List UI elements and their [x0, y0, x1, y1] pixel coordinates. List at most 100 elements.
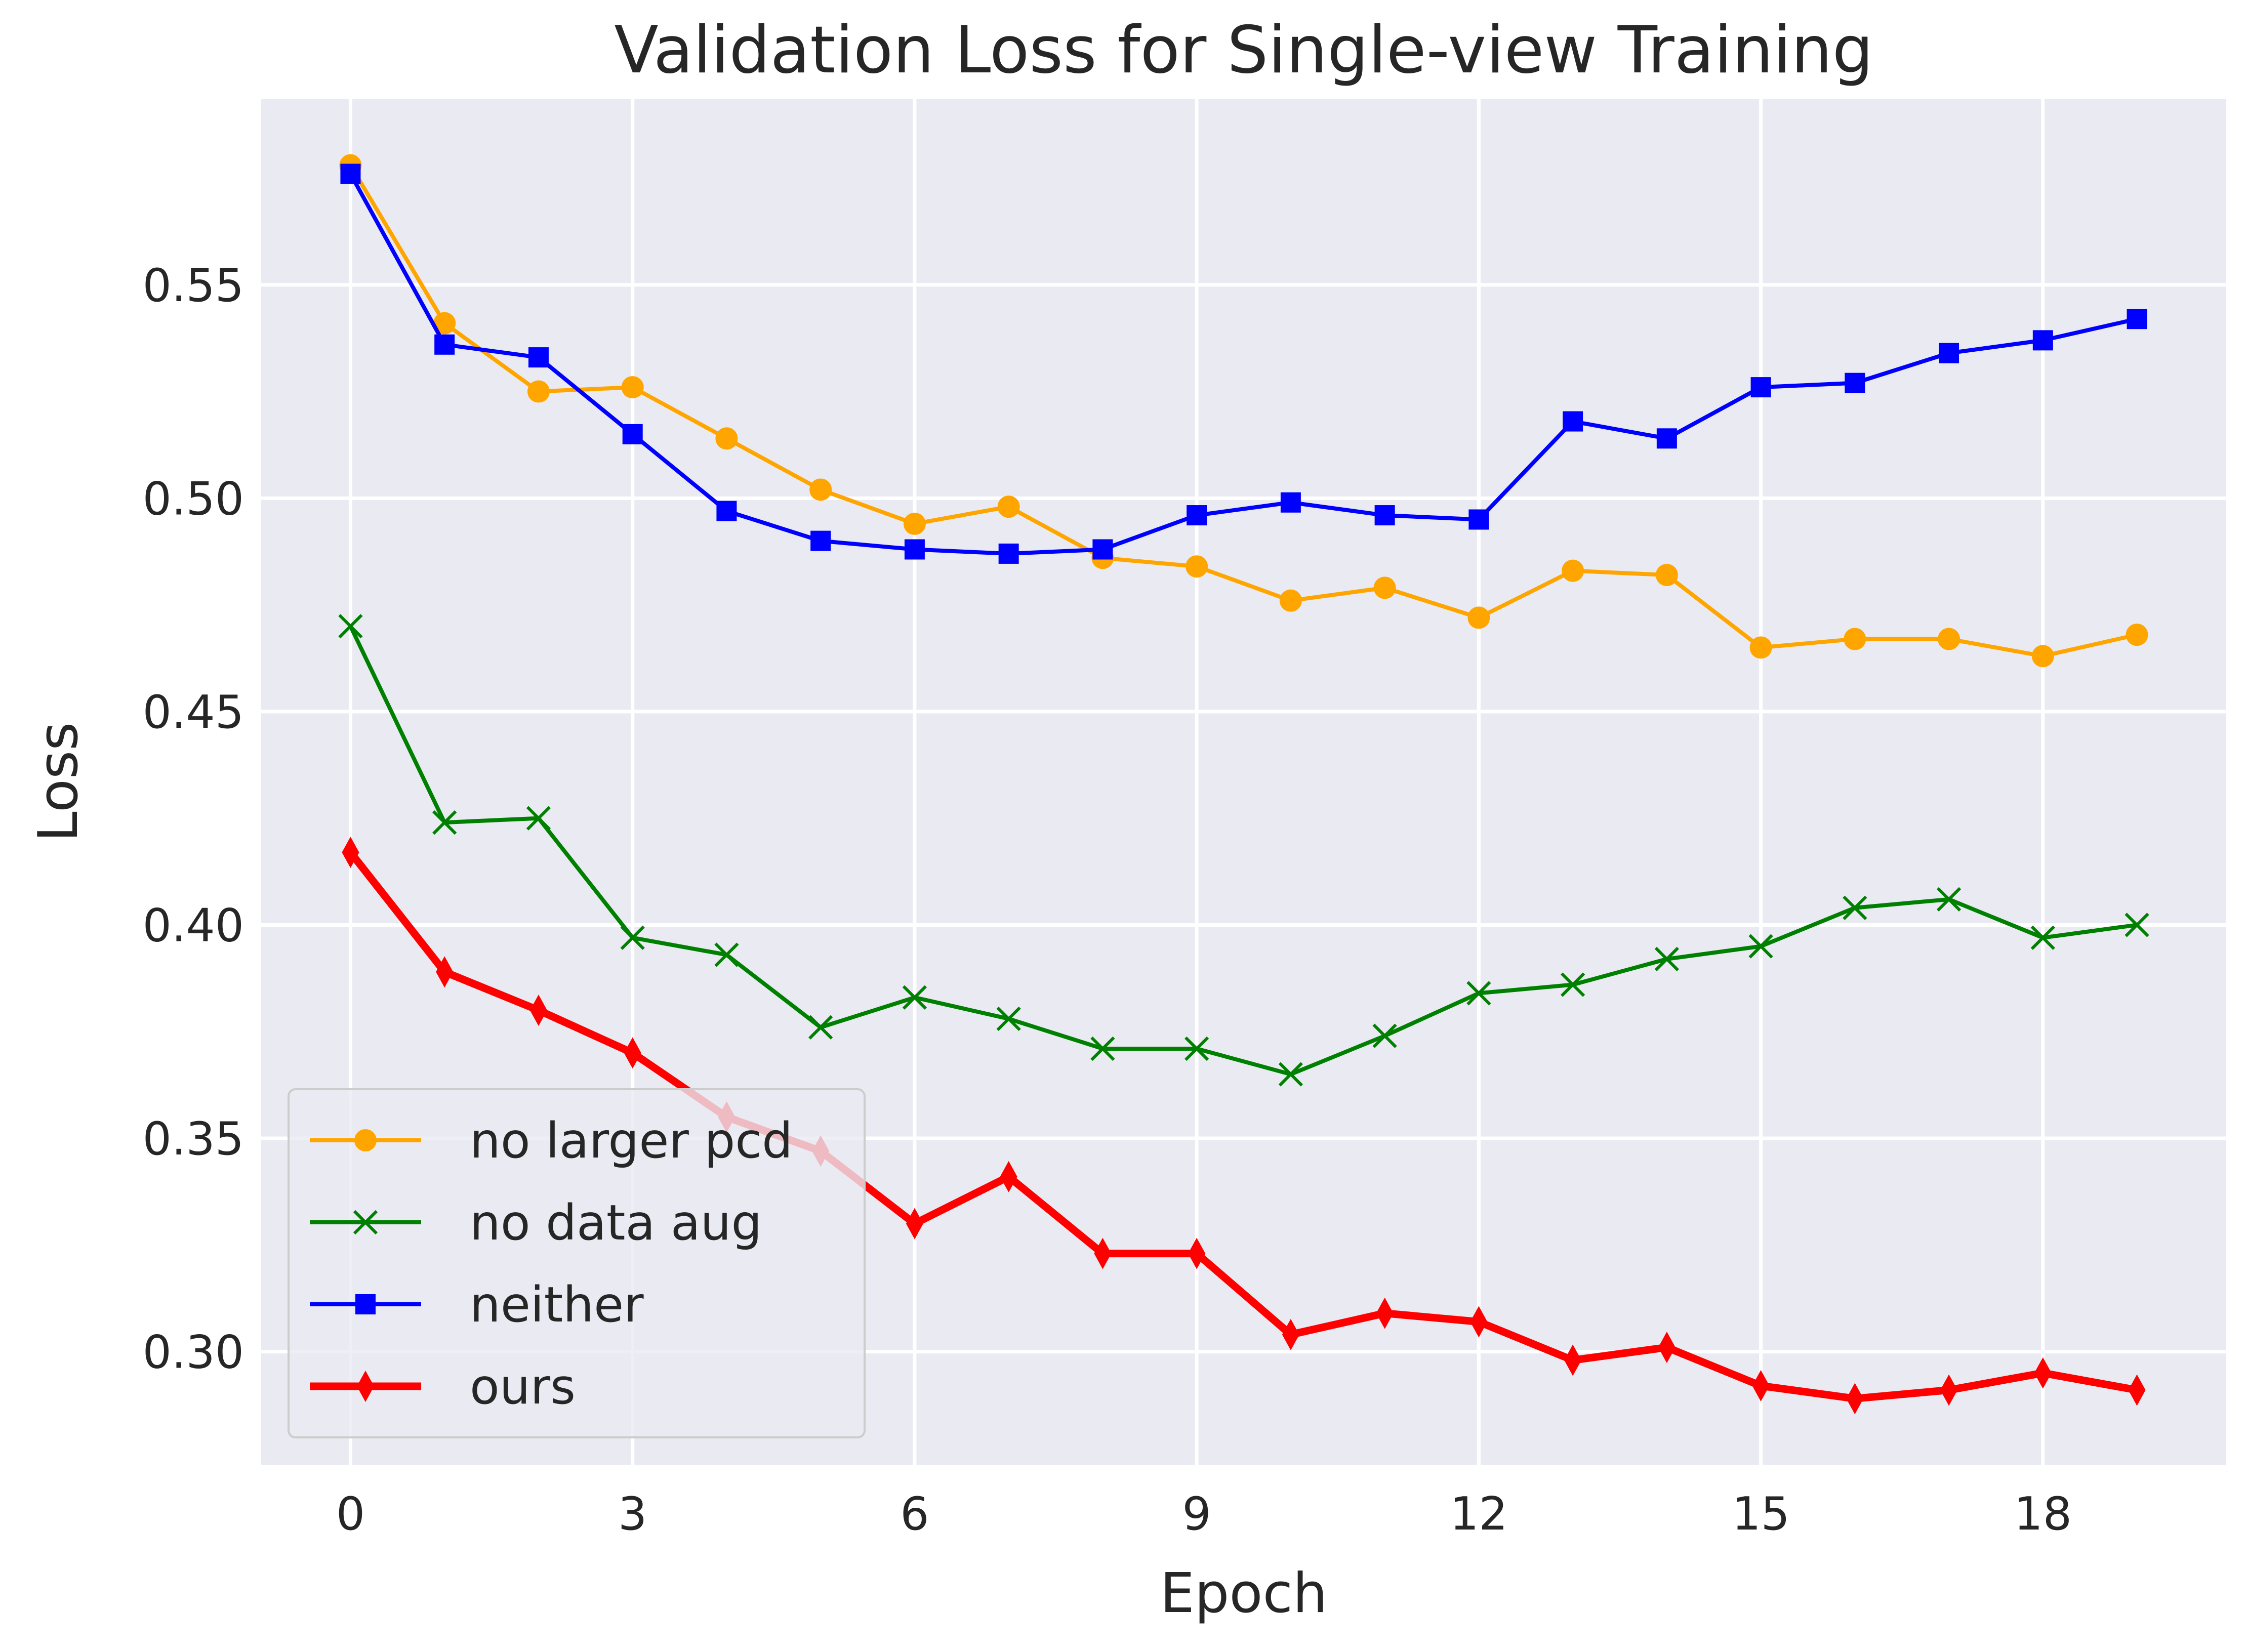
legend-item: no data aug — [310, 1194, 762, 1251]
x-tick-labels: 0 3 6 9 12 15 18 — [336, 1488, 2072, 1541]
data-point — [716, 501, 737, 521]
data-point — [2128, 1374, 2146, 1406]
data-point — [527, 380, 550, 403]
data-point — [1279, 589, 1302, 612]
data-point — [715, 427, 738, 450]
y-tick-label: 0.55 — [143, 259, 244, 312]
legend-swatch-marker — [353, 1210, 378, 1235]
legend-swatch-marker — [355, 1294, 376, 1314]
data-point — [810, 530, 831, 551]
legend: no larger pcd no data aug neither ours — [288, 1088, 866, 1438]
x-tick-label: 0 — [336, 1488, 365, 1541]
data-point — [529, 995, 547, 1026]
data-point — [1658, 1332, 1676, 1364]
data-point — [1470, 1306, 1488, 1338]
data-point — [436, 956, 454, 988]
x-tick-label: 6 — [900, 1488, 929, 1541]
x-tick-label: 3 — [618, 1488, 647, 1541]
y-tick-label: 0.45 — [143, 686, 244, 739]
data-point — [2125, 913, 2149, 937]
data-point — [1750, 377, 1771, 398]
y-tick-label: 0.50 — [143, 472, 244, 525]
data-point — [433, 312, 456, 335]
x-tick-label: 15 — [1732, 1488, 1790, 1541]
legend-item: ours — [310, 1358, 576, 1415]
legend-swatch-marker — [357, 1371, 374, 1402]
data-point — [1467, 606, 1490, 629]
series-no-data-aug — [338, 614, 2149, 1087]
data-point — [624, 1037, 641, 1069]
data-point — [1936, 887, 1962, 912]
data-point — [1749, 636, 1772, 659]
data-point — [1094, 1237, 1112, 1269]
legend-swatch-marker — [354, 1129, 377, 1151]
data-point — [2031, 645, 2054, 668]
data-point — [1468, 509, 1489, 530]
data-point — [1188, 1237, 1206, 1269]
legend-item: no larger pcd — [310, 1112, 793, 1169]
data-point — [1376, 1297, 1394, 1329]
data-point — [620, 925, 645, 950]
data-point — [1374, 505, 1395, 526]
data-point — [1656, 428, 1677, 449]
data-point — [1654, 946, 1679, 972]
data-point — [1373, 576, 1396, 599]
data-point — [1564, 1344, 1582, 1376]
data-point — [1748, 934, 1773, 959]
data-point — [1466, 981, 1491, 1006]
data-point — [903, 512, 926, 535]
data-point — [906, 1208, 923, 1240]
x-axis-label: Epoch — [1160, 1562, 1328, 1625]
data-point — [1000, 1161, 1017, 1192]
data-point — [2034, 1357, 2052, 1389]
data-point — [1185, 1036, 1209, 1061]
data-point — [1092, 539, 1113, 560]
data-point — [1090, 1036, 1115, 1061]
legend-label: no larger pcd — [470, 1112, 793, 1169]
data-point — [1186, 555, 1208, 578]
data-point — [1939, 343, 1959, 363]
data-point — [996, 1006, 1021, 1031]
data-point — [342, 837, 359, 869]
data-point — [1280, 492, 1301, 513]
data-point — [997, 495, 1020, 518]
data-point — [2126, 624, 2148, 646]
legend-label: no data aug — [470, 1194, 762, 1251]
series-line — [348, 163, 2139, 658]
legend-label: neither — [470, 1276, 644, 1333]
data-point — [1655, 564, 1678, 587]
data-point — [904, 539, 925, 560]
data-point — [340, 163, 361, 184]
data-point — [1563, 411, 1583, 432]
data-point — [2030, 925, 2055, 950]
data-point — [1372, 1023, 1397, 1048]
x-tick-label: 12 — [1450, 1488, 1508, 1541]
y-tick-label: 0.35 — [143, 1112, 244, 1166]
series-layer — [338, 154, 2149, 1415]
series-no-larger-pcd — [339, 154, 2148, 668]
data-point — [714, 942, 739, 967]
data-point — [1278, 1062, 1303, 1087]
data-point — [526, 806, 551, 831]
data-point — [1846, 1383, 1864, 1415]
series-line — [346, 848, 2141, 1402]
data-point — [1938, 628, 1961, 650]
legend-label: ours — [470, 1358, 576, 1415]
series-line — [348, 172, 2139, 556]
data-point — [1187, 505, 1207, 526]
y-axis-label: Loss — [27, 722, 90, 842]
x-tick-label: 9 — [1182, 1488, 1211, 1541]
data-point — [902, 985, 927, 1010]
x-tick-label: 18 — [2014, 1488, 2072, 1541]
data-point — [998, 543, 1019, 564]
data-point — [1843, 895, 1867, 920]
series-line — [348, 624, 2139, 1077]
legend-frame — [288, 1088, 866, 1438]
data-point — [809, 478, 832, 501]
data-point — [1940, 1374, 1958, 1406]
data-point — [338, 614, 363, 639]
y-tick-label: 0.40 — [143, 899, 244, 952]
data-point — [2127, 309, 2147, 329]
chart-title: Validation Loss for Single-view Training — [614, 13, 1873, 88]
